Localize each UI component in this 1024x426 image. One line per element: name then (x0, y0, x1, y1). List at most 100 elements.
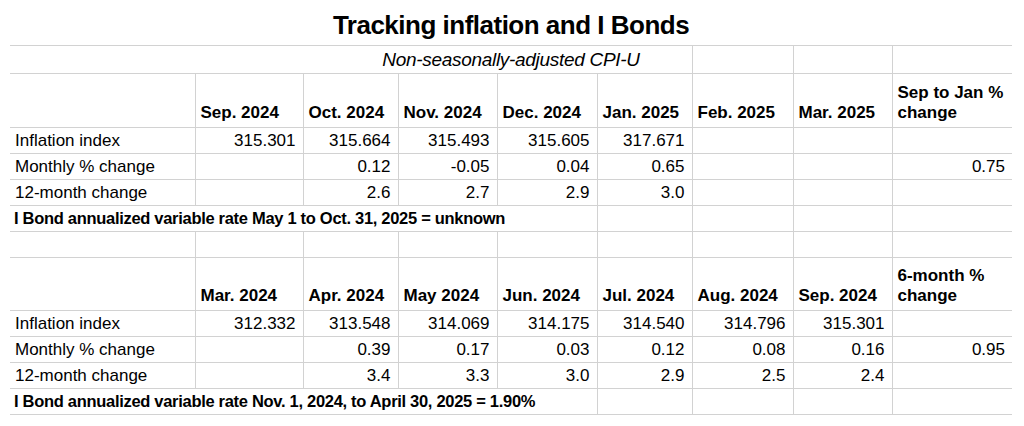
value-cell: 2.5 (692, 363, 793, 389)
table2-header-row: Mar. 2024 Apr. 2024 May 2024 Jun. 2024 J… (10, 258, 1012, 311)
page-title: Tracking inflation and I Bonds (10, 0, 1012, 46)
value-cell: 315.605 (497, 128, 597, 154)
gridline-stub (892, 46, 893, 73)
row-label: Monthly % change (10, 154, 195, 180)
value-cell (692, 128, 793, 154)
value-cell: 2.6 (303, 180, 398, 206)
value-cell (892, 363, 1012, 389)
value-cell: 0.12 (597, 337, 692, 363)
footnote-row: I Bond annualized variable rate May 1 to… (10, 206, 1012, 232)
empty-cell (195, 232, 303, 258)
table-row: 12-month change 2.6 2.7 2.9 3.0 (10, 180, 1012, 206)
table-row: Monthly % change 0.39 0.17 0.03 0.12 0.0… (10, 337, 1012, 363)
pct-header-line1: 6-month % (898, 266, 1006, 286)
month-header: Jun. 2024 (497, 258, 597, 311)
empty-cell (892, 232, 1012, 258)
value-cell (195, 337, 303, 363)
value-cell: 315.301 (793, 311, 892, 337)
value-cell: 2.9 (497, 180, 597, 206)
empty-cell (793, 232, 892, 258)
footnote: I Bond annualized variable rate Nov. 1, … (10, 389, 597, 415)
empty-cell (597, 206, 692, 232)
value-cell: 312.332 (195, 311, 303, 337)
empty-cell (892, 389, 1012, 415)
month-header: Oct. 2024 (303, 74, 398, 128)
row-label: Inflation index (10, 311, 195, 337)
value-cell: 0.95 (892, 337, 1012, 363)
value-cell: 0.12 (303, 154, 398, 180)
pct-change-header: 6-month % change (892, 258, 1012, 311)
value-cell: -0.05 (398, 154, 497, 180)
row-label: 12-month change (10, 180, 195, 206)
month-header: Aug. 2024 (692, 258, 793, 311)
value-cell (195, 363, 303, 389)
month-header: Feb. 2025 (692, 74, 793, 128)
month-header: Nov. 2024 (398, 74, 497, 128)
table1-header-row: Sep. 2024 Oct. 2024 Nov. 2024 Dec. 2024 … (10, 74, 1012, 128)
empty-cell (597, 389, 692, 415)
table-row: Monthly % change 0.12 -0.05 0.04 0.65 0.… (10, 154, 1012, 180)
table-row: Inflation index 315.301 315.664 315.493 … (10, 128, 1012, 154)
value-cell (892, 180, 1012, 206)
empty-cell (497, 232, 597, 258)
row-label: 12-month change (10, 363, 195, 389)
table-row: 12-month change 3.4 3.3 3.0 2.9 2.5 2.4 (10, 363, 1012, 389)
value-cell: 0.65 (597, 154, 692, 180)
empty-cell (692, 206, 793, 232)
spreadsheet: Tracking inflation and I Bonds Non-seaso… (0, 0, 1024, 426)
value-cell: 0.17 (398, 337, 497, 363)
value-cell: 314.069 (398, 311, 497, 337)
month-header: Apr. 2024 (303, 258, 398, 311)
empty-header-cell (10, 74, 195, 128)
value-cell (892, 311, 1012, 337)
value-cell: 2.7 (398, 180, 497, 206)
pct-change-header: Sep to Jan % change (892, 74, 1012, 128)
empty-cell (398, 232, 497, 258)
empty-cell (793, 206, 892, 232)
value-cell (195, 180, 303, 206)
value-cell (793, 154, 892, 180)
month-header: May 2024 (398, 258, 497, 311)
value-cell (892, 128, 1012, 154)
month-header: Jul. 2024 (597, 258, 692, 311)
pct-header-line2: change (898, 103, 1006, 123)
footnote: I Bond annualized variable rate May 1 to… (10, 206, 597, 232)
value-cell: 313.548 (303, 311, 398, 337)
value-cell: 3.0 (497, 363, 597, 389)
value-cell: 315.493 (398, 128, 497, 154)
value-cell: 315.664 (303, 128, 398, 154)
value-cell: 317.671 (597, 128, 692, 154)
gridline-stub (793, 46, 794, 73)
month-header: Mar. 2025 (793, 74, 892, 128)
gridline-stub (692, 46, 693, 73)
month-header: Jan. 2025 (597, 74, 692, 128)
empty-cell (597, 232, 692, 258)
row-label: Monthly % change (10, 337, 195, 363)
pct-header-line2: change (898, 286, 1006, 306)
value-cell: 314.796 (692, 311, 793, 337)
empty-cell (303, 232, 398, 258)
value-cell: 3.4 (303, 363, 398, 389)
value-cell: 3.3 (398, 363, 497, 389)
value-cell: 0.75 (892, 154, 1012, 180)
empty-cell (10, 232, 195, 258)
spacer-row (10, 232, 1012, 258)
empty-cell (692, 232, 793, 258)
page-subtitle: Non-seasonally-adjusted CPI-U (10, 46, 1012, 73)
footnote-row: I Bond annualized variable rate Nov. 1, … (10, 389, 1012, 415)
value-cell (195, 154, 303, 180)
value-cell: 0.16 (793, 337, 892, 363)
month-header: Sep. 2024 (195, 74, 303, 128)
value-cell (692, 154, 793, 180)
empty-header-cell (10, 258, 195, 311)
month-header: Mar. 2024 (195, 258, 303, 311)
empty-cell (892, 206, 1012, 232)
empty-cell (692, 389, 793, 415)
table-row: Inflation index 312.332 313.548 314.069 … (10, 311, 1012, 337)
value-cell: 3.0 (597, 180, 692, 206)
value-cell (793, 180, 892, 206)
value-cell: 2.9 (597, 363, 692, 389)
pct-header-line1: Sep to Jan % (898, 83, 1006, 103)
value-cell: 2.4 (793, 363, 892, 389)
value-cell (793, 128, 892, 154)
